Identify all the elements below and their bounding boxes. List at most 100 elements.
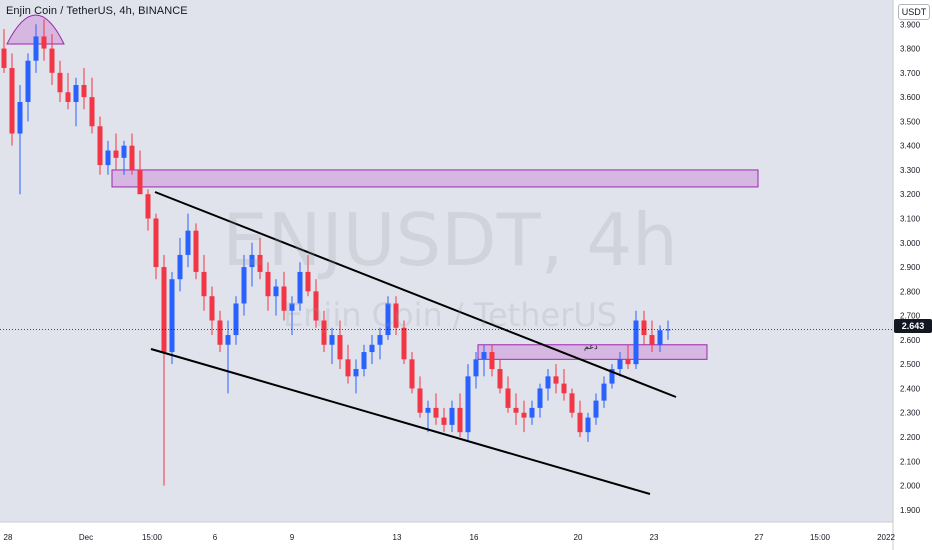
candle-body: [337, 335, 343, 360]
candle-body: [577, 412, 583, 433]
candle-body: [345, 359, 351, 377]
candle-body: [281, 286, 287, 311]
y-tick-label: 2.000: [900, 482, 921, 491]
candle-body: [289, 303, 295, 311]
candle-body: [457, 407, 463, 433]
y-tick-label: 2.700: [900, 312, 921, 321]
candle-body: [121, 145, 127, 158]
x-tick-label: 28: [4, 533, 13, 542]
support-zone: [477, 344, 708, 360]
candle-body: [65, 92, 71, 102]
candle-body: [329, 335, 335, 345]
candle-body: [105, 150, 111, 166]
candle-body: [89, 97, 95, 127]
candle-body: [625, 359, 631, 365]
candle-body: [369, 344, 375, 353]
candle-body: [657, 330, 663, 345]
candle-body: [41, 36, 47, 49]
candle-body: [545, 376, 551, 389]
candle-body: [81, 84, 87, 98]
candle-body: [1, 48, 7, 68]
candle-body: [193, 230, 199, 272]
symbol-watermark: ENJUSDT, 4h: [222, 198, 678, 282]
upper-channel-trendline: [154, 191, 677, 398]
candle-body: [201, 271, 207, 297]
x-tick-label: 20: [574, 533, 583, 542]
candle-body: [489, 352, 495, 370]
y-tick-label: 2.400: [900, 384, 921, 393]
candle-body: [57, 72, 63, 93]
y-tick-label: 3.600: [900, 93, 921, 102]
support-label: دعم: [584, 342, 598, 351]
candle-body: [297, 271, 303, 304]
candle-body: [425, 407, 431, 413]
candle-body: [465, 376, 471, 433]
candle-body: [433, 407, 439, 418]
x-tick-label: 13: [393, 533, 402, 542]
y-tick-label: 3.800: [900, 45, 921, 54]
candle-body: [177, 254, 183, 280]
x-tick-label: 23: [650, 533, 659, 542]
candle-body: [145, 194, 151, 219]
candle-body: [273, 286, 279, 297]
candle-body: [385, 303, 391, 336]
y-tick-label: 2.800: [900, 287, 921, 296]
candle-body: [497, 369, 503, 389]
candle-body: [609, 369, 615, 384]
candle-body: [505, 388, 511, 408]
candle-body: [593, 400, 599, 418]
candle-body: [585, 417, 591, 433]
candle-body: [97, 126, 103, 166]
candle-body: [321, 320, 327, 345]
y-tick-label: 3.100: [900, 215, 921, 224]
candle-body: [521, 412, 527, 418]
candle-body: [217, 320, 223, 345]
candle-body: [641, 320, 647, 336]
candle-body: [473, 359, 479, 377]
candle-body: [185, 230, 191, 255]
y-tick-label: 3.700: [900, 69, 921, 78]
candle-body: [305, 271, 311, 292]
candle-body: [665, 329, 671, 331]
y-tick-label: 3.900: [900, 20, 921, 29]
candle-body: [417, 388, 423, 413]
candle-body: [25, 60, 31, 102]
candle-body: [161, 267, 167, 353]
candle-body: [441, 417, 447, 425]
candle-body: [113, 150, 119, 158]
candle-body: [529, 407, 535, 418]
candle-body: [257, 254, 263, 272]
candle-body: [513, 407, 519, 413]
candle-body: [169, 279, 175, 353]
x-tick-label: Dec: [79, 533, 93, 542]
candle-body: [569, 393, 575, 413]
candle-body: [137, 169, 143, 195]
candle-body: [233, 303, 239, 336]
price-axis-panel: [893, 0, 932, 550]
y-tick-label: 3.200: [900, 190, 921, 199]
y-tick-label: 1.900: [900, 506, 921, 515]
y-tick-label: 3.300: [900, 166, 921, 175]
candle-body: [73, 84, 79, 102]
candle-body: [265, 271, 271, 297]
current-price-tag: 2.643: [894, 319, 932, 333]
candle-body: [49, 48, 55, 73]
candle-body: [633, 320, 639, 365]
chart-title: Enjin Coin / TetherUS, 4h, BINANCE: [6, 5, 188, 17]
candle-body: [537, 388, 543, 408]
candle-body: [361, 352, 367, 370]
candle-body: [249, 254, 255, 268]
x-tick-label: 27: [755, 533, 764, 542]
x-tick-label: 15:00: [810, 533, 831, 542]
resistance-zone: [111, 169, 759, 188]
candle-body: [409, 359, 415, 389]
y-tick-label: 2.900: [900, 263, 921, 272]
x-tick-label: 15:00: [142, 533, 163, 542]
candle-body: [401, 327, 407, 360]
candle-body: [241, 267, 247, 304]
y-tick-label: 3.500: [900, 117, 921, 126]
currency-badge[interactable]: USDT: [898, 4, 930, 20]
x-tick-label: 16: [470, 533, 479, 542]
